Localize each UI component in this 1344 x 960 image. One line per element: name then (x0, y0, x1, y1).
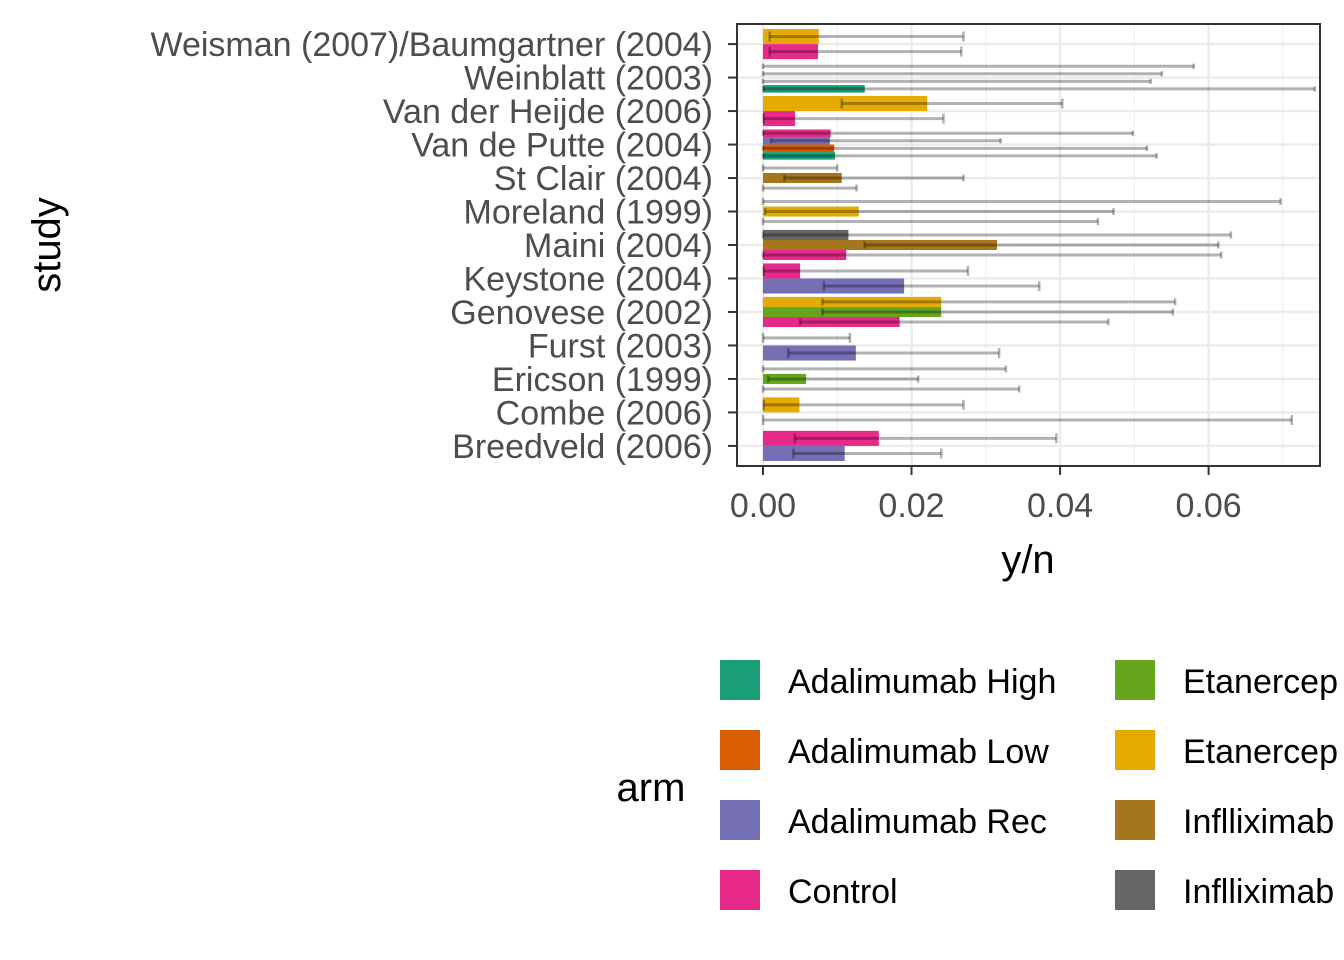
bar (762, 296, 942, 307)
y-tick-label: Breedveld (2006) (452, 428, 713, 466)
legend-key (720, 730, 760, 770)
y-tick-label: Ericson (1999) (492, 361, 713, 399)
bar (762, 137, 830, 145)
legend-label: Control (788, 873, 898, 911)
y-tick-label: Genovese (2002) (450, 294, 713, 332)
x-tick-label: 0.02 (878, 487, 944, 525)
legend-key (720, 660, 760, 700)
bar (762, 44, 818, 60)
y-tick-label: St Clair (2004) (494, 160, 713, 198)
legend-key (1115, 870, 1155, 910)
y-tick-label: Maini (2004) (524, 227, 713, 265)
bar (762, 144, 835, 153)
y-tick-label: Weinblatt (2003) (464, 60, 713, 98)
y-tick-label: Moreland (1999) (464, 194, 713, 232)
legend-title: arm (617, 766, 686, 810)
legend-key (1115, 800, 1155, 840)
legend-label: Etanercep (1183, 733, 1338, 771)
bar (762, 316, 900, 328)
bar (762, 85, 865, 93)
bar (762, 345, 856, 361)
bar (762, 95, 928, 112)
legend-label: Adalimumab Rec (788, 803, 1047, 841)
x-tick-label: 0.06 (1176, 487, 1242, 525)
error-bars (761, 31, 1317, 459)
bar (762, 111, 795, 127)
legend-label: Inflliximab (1183, 803, 1334, 841)
bar (762, 278, 905, 294)
x-tick-label: 0.00 (730, 487, 796, 525)
legend-label: Adalimumab Low (788, 733, 1049, 771)
legend-key (1115, 730, 1155, 770)
y-tick-label: Van de Putte (2004) (411, 127, 713, 165)
bar (762, 206, 859, 217)
y-axis-title: study (25, 197, 69, 293)
legend-label: Adalimumab High (788, 663, 1056, 701)
bar (762, 373, 807, 384)
bar (762, 430, 879, 446)
bar (762, 445, 845, 461)
bars (762, 29, 997, 461)
legend-key (1115, 660, 1155, 700)
x-axis: 0.00 0.02 0.04 0.06 (730, 466, 1242, 525)
legend-key (720, 870, 760, 910)
bar (762, 29, 819, 45)
bar (762, 250, 847, 261)
y-tick-label: Furst (2003) (528, 327, 713, 365)
legend: arm Adalimumab High Adalimumab Low Adalimu… (617, 660, 1338, 911)
y-tick-label: Weisman (2007)/Baumgartner (2004) (150, 26, 713, 64)
bar (762, 152, 836, 160)
grid-lines (737, 24, 1320, 466)
bar (762, 263, 801, 279)
bar (762, 239, 997, 251)
bar (762, 173, 842, 184)
y-tick-label: Combe (2006) (496, 394, 713, 432)
legend-key (720, 800, 760, 840)
bar (762, 306, 942, 317)
x-tick-label: 0.04 (1027, 487, 1093, 525)
y-tick-label: Van der Heijde (2006) (383, 93, 713, 131)
legend-label: Inflliximab (1183, 873, 1334, 911)
bar (762, 397, 800, 413)
bar (762, 129, 831, 138)
y-tick-label: Keystone (2004) (464, 260, 714, 298)
y-axis: Weisman (2007)/Baumgartner (2004)Weinbla… (150, 26, 737, 466)
x-axis-title: y/n (1001, 538, 1054, 582)
legend-label: Etanercep (1183, 663, 1338, 701)
bar (762, 229, 849, 240)
